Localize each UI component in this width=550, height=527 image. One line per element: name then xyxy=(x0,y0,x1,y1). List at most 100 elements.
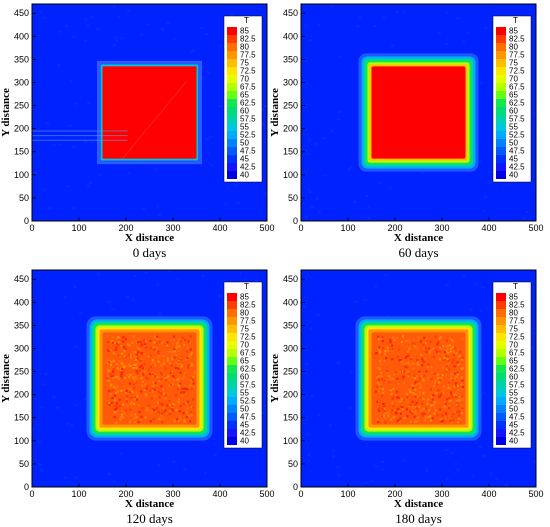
legend-label: 47.5 xyxy=(509,413,525,422)
mottle-speck xyxy=(118,340,121,343)
mottle-speck xyxy=(134,350,137,354)
mottle-speck xyxy=(404,362,408,365)
mottle-speck xyxy=(112,368,115,371)
legend-swatch xyxy=(496,59,506,67)
mottle-speck xyxy=(120,373,123,376)
mottle-speck xyxy=(385,357,388,360)
background-speck xyxy=(353,200,357,203)
legend-label: 60 xyxy=(509,373,518,382)
mottle-speck xyxy=(456,361,459,364)
background-speck xyxy=(155,283,159,286)
mottle-speck xyxy=(184,392,187,396)
mottle-speck xyxy=(409,420,413,423)
mottle-speck xyxy=(152,381,155,384)
mottle-speck xyxy=(414,393,417,396)
mottle-speck xyxy=(446,347,449,350)
mottle-speck xyxy=(452,418,455,422)
legend-swatch xyxy=(496,317,506,325)
mottle-speck xyxy=(162,362,165,365)
mottle-speck xyxy=(421,358,424,361)
mottle-speck xyxy=(107,401,111,405)
mottle-speck xyxy=(125,397,128,400)
mottle-speck xyxy=(113,341,116,344)
mottle-speck xyxy=(411,376,414,379)
y-tick-label: 300 xyxy=(283,77,298,87)
background-speck xyxy=(52,144,56,147)
background-speck xyxy=(308,39,312,42)
legend-label: 62.5 xyxy=(509,365,525,374)
legend-label: 75 xyxy=(509,325,518,334)
mottle-speck xyxy=(391,358,394,361)
legend-label: 47.5 xyxy=(509,147,525,156)
mottle-speck xyxy=(133,402,136,406)
mottle-speck xyxy=(460,395,464,399)
mottle-speck xyxy=(399,412,402,415)
mottle-speck xyxy=(383,402,386,405)
background-speck xyxy=(74,403,78,406)
background-speck xyxy=(381,460,385,463)
legend-label: 57.5 xyxy=(509,115,525,124)
mottle-speck xyxy=(164,377,167,380)
mottle-speck xyxy=(443,359,446,362)
mottle-speck xyxy=(162,411,165,414)
legend-label: 85 xyxy=(509,293,518,302)
y-tick-label: 300 xyxy=(283,343,298,353)
y-tick-label: 400 xyxy=(14,31,29,41)
mottle-speck xyxy=(425,347,428,350)
mottle-speck xyxy=(123,349,126,352)
background-speck xyxy=(38,485,42,487)
mottle-speck xyxy=(168,406,171,410)
legend-swatch xyxy=(496,293,506,301)
background-speck xyxy=(86,24,90,27)
x-tick-label: 100 xyxy=(71,489,86,499)
background-speck xyxy=(48,206,52,209)
background-speck xyxy=(374,285,378,288)
mottle-speck xyxy=(177,350,181,353)
mottle-speck xyxy=(392,405,395,408)
mottle-speck xyxy=(152,385,155,388)
mottle-speck xyxy=(394,394,397,397)
mottle-speck xyxy=(461,385,464,388)
mottle-speck xyxy=(387,349,390,352)
x-tick-label: 300 xyxy=(165,223,180,233)
y-tick-label: 100 xyxy=(283,436,298,446)
mottle-speck xyxy=(420,354,423,357)
mottle-speck xyxy=(171,351,174,354)
mottle-speck xyxy=(186,347,189,350)
mottle-speck xyxy=(143,363,146,366)
mottle-speck xyxy=(448,399,451,402)
mottle-speck xyxy=(107,349,110,353)
legend-label: 62.5 xyxy=(240,365,256,374)
mottle-speck xyxy=(130,389,133,393)
background-speck xyxy=(74,476,78,479)
mottle-speck xyxy=(423,419,427,422)
mottle-speck xyxy=(437,389,440,392)
legend-swatch xyxy=(496,35,506,43)
x-tick-label: 100 xyxy=(71,223,86,233)
legend-swatch xyxy=(227,389,237,397)
background-speck xyxy=(315,197,319,200)
mottle-speck xyxy=(449,399,452,402)
mottle-speck xyxy=(446,362,450,366)
mottle-speck xyxy=(133,380,136,383)
y-axis-label: Y distance xyxy=(269,354,281,403)
legend-label: 80 xyxy=(509,43,518,52)
mottle-speck xyxy=(187,366,190,369)
legend-swatch xyxy=(496,51,506,59)
background-speck xyxy=(302,305,306,308)
mottle-speck xyxy=(406,354,410,358)
legend-label: 57.5 xyxy=(240,381,256,390)
mottle-speck xyxy=(431,399,434,403)
mottle-speck xyxy=(447,355,450,358)
mottle-speck xyxy=(439,347,442,350)
mottle-speck xyxy=(125,400,128,403)
mottle-speck xyxy=(129,356,133,359)
background-speck xyxy=(314,142,318,145)
x-tick-label: 0 xyxy=(29,223,34,233)
y-tick-label: 100 xyxy=(283,170,298,180)
mottle-speck xyxy=(451,361,454,364)
mottle-speck xyxy=(126,373,129,377)
mottle-speck xyxy=(152,417,155,420)
mottle-speck xyxy=(430,366,433,369)
mottle-speck xyxy=(389,341,392,344)
